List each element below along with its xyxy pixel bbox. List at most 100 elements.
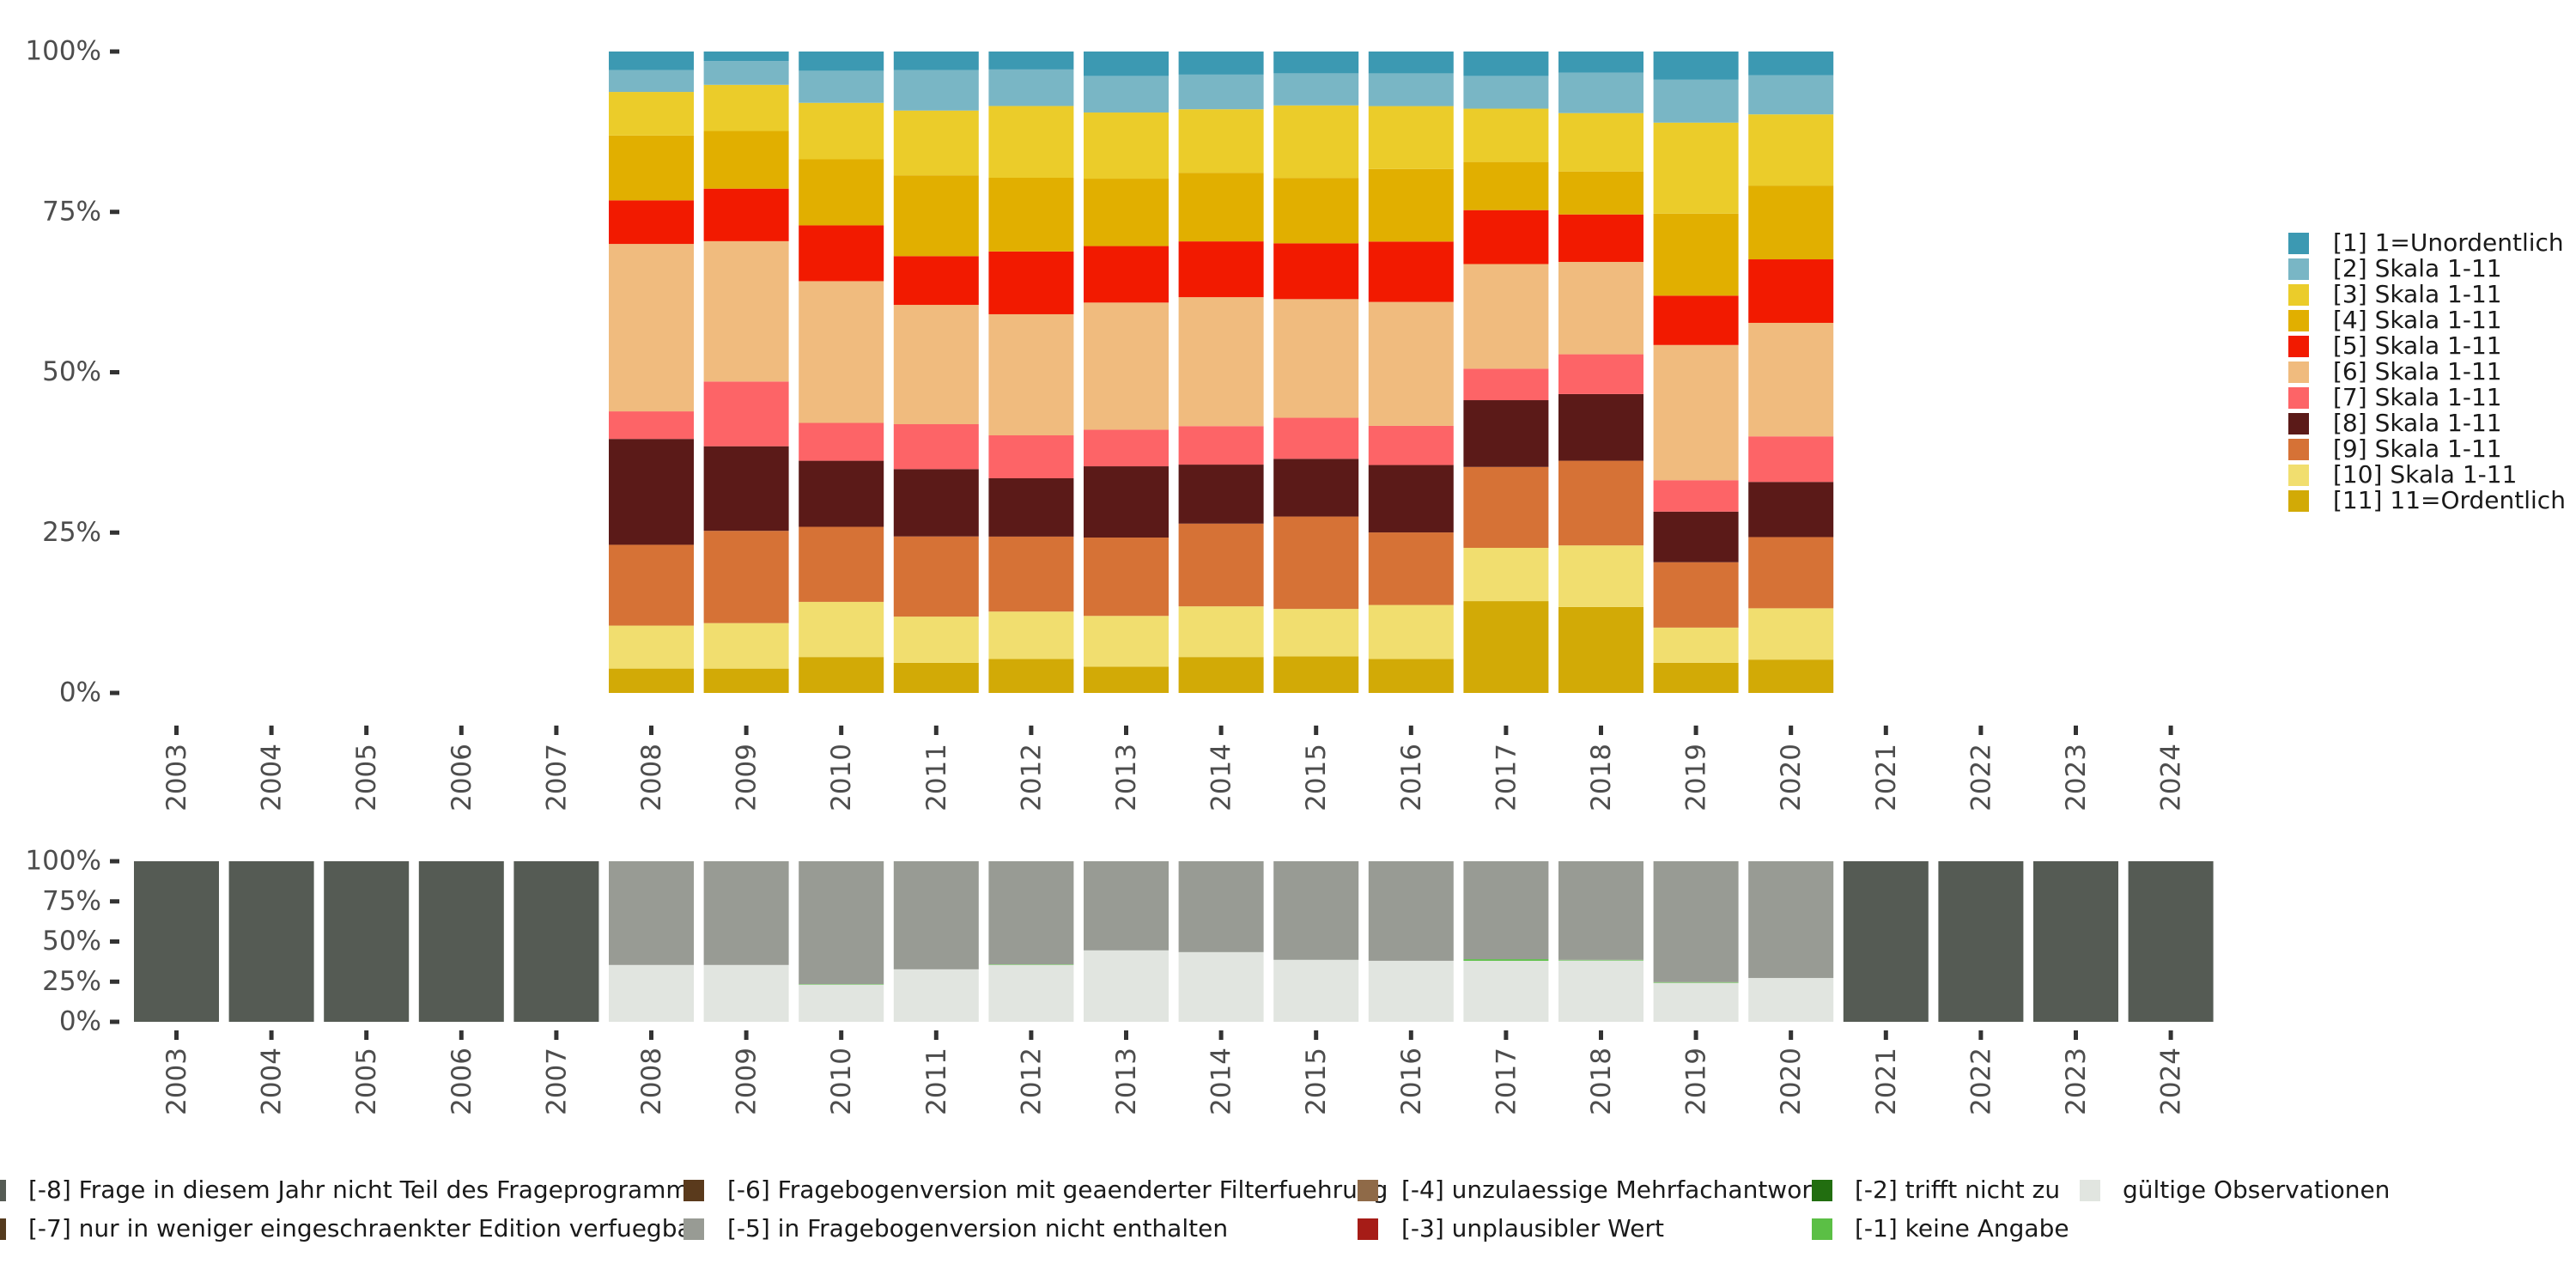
legend-item: [6] Skala 1-11 xyxy=(2288,357,2502,386)
bar-segment xyxy=(799,102,884,160)
bar-segment xyxy=(609,668,694,693)
y-tick-label: 25% xyxy=(42,517,101,548)
bar-segment xyxy=(799,984,884,985)
bar-segment xyxy=(988,964,1074,1022)
bar-segment xyxy=(1463,368,1549,401)
bar-segment xyxy=(1178,74,1264,110)
bar-segment xyxy=(1084,616,1169,667)
legend-swatch xyxy=(2288,310,2309,331)
bar-segment xyxy=(988,251,1074,314)
x-tick-label: 2020 xyxy=(1776,1048,1807,1115)
bar-segment xyxy=(1653,562,1739,628)
x-tick-label: 2007 xyxy=(541,744,572,811)
bar-segment xyxy=(1463,466,1549,549)
legend-swatch xyxy=(2288,465,2309,486)
bar-segment xyxy=(1653,480,1739,512)
legend-item: [-5] in Fragebogenversion nicht enthalte… xyxy=(683,1214,1228,1242)
bar-segment xyxy=(893,175,979,257)
legend-swatch xyxy=(1812,1180,1832,1201)
bar-segment xyxy=(703,61,789,85)
bar-segment xyxy=(1748,482,1834,538)
bar-segment xyxy=(1368,425,1454,465)
legend-swatch xyxy=(683,1218,704,1240)
bar-segment xyxy=(1558,354,1643,394)
legend-item: [2] Skala 1-11 xyxy=(2288,254,2502,283)
bar-segment xyxy=(1748,608,1834,660)
bar-segment xyxy=(1368,73,1454,106)
legend-label: [-3] unplausibler Wert xyxy=(1401,1214,1664,1242)
legend-item: gültige Observationen xyxy=(2080,1176,2390,1204)
bar-segment xyxy=(1463,601,1549,693)
bar-segment xyxy=(893,256,979,306)
legend-item: [-7] nur in weniger eingeschraenkter Edi… xyxy=(0,1214,702,1242)
bar-segment xyxy=(1748,322,1834,437)
legend-item: [-6] Fragebogenversion mit geaenderter F… xyxy=(683,1176,1388,1204)
bar-segment xyxy=(1558,262,1643,355)
bar-segment xyxy=(1558,460,1643,546)
legend-label: [6] Skala 1-11 xyxy=(2333,357,2502,386)
legend-swatch xyxy=(2080,1180,2100,1201)
bar-segment xyxy=(1368,532,1454,605)
bar-segment xyxy=(1368,960,1454,1022)
x-tick-label: 2010 xyxy=(826,744,857,811)
bar-segment xyxy=(1558,171,1643,215)
bar-segment xyxy=(1084,861,1169,951)
bar-segment xyxy=(799,225,884,282)
x-tick-label: 2024 xyxy=(2156,1048,2187,1115)
legend-label: [9] Skala 1-11 xyxy=(2333,434,2502,463)
bar-segment xyxy=(1368,861,1454,961)
bar-segment xyxy=(1558,112,1643,172)
bar-segment xyxy=(893,469,979,537)
y-tick-label: 50% xyxy=(42,356,101,387)
bar-segment xyxy=(1748,537,1834,609)
bar-segment xyxy=(609,544,694,626)
x-tick-label: 2015 xyxy=(1301,744,1332,811)
bar-segment xyxy=(893,662,979,693)
bar-segment xyxy=(703,52,789,62)
bar-segment xyxy=(324,861,410,1022)
bar-segment xyxy=(609,52,694,70)
legend-label: [1] 1=Unordentlich xyxy=(2333,228,2564,257)
legend-swatch xyxy=(1812,1218,1832,1240)
legend-item: [8] Skala 1-11 xyxy=(2288,409,2502,437)
bar-segment xyxy=(1178,52,1264,75)
bar-segment xyxy=(609,411,694,440)
bar-segment xyxy=(1463,960,1549,1022)
bar-segment xyxy=(799,526,884,602)
bar-segment xyxy=(988,659,1074,693)
x-tick-label: 2023 xyxy=(2061,1048,2092,1115)
y-tick-label: 0% xyxy=(59,677,101,708)
legend-item: [4] Skala 1-11 xyxy=(2288,306,2502,334)
legend-label: [-1] keine Angabe xyxy=(1855,1214,2069,1242)
bar-segment xyxy=(799,601,884,658)
bar-segment xyxy=(1178,297,1264,427)
bar-segment xyxy=(703,188,789,241)
x-tick-label: 2013 xyxy=(1111,1048,1142,1115)
bottom-plot: 0% 25% 50% 75% 100% 2003 2004 2005 2006 2007 2008 2… xyxy=(25,846,2214,1115)
legend-swatch xyxy=(2288,233,2309,254)
x-tick-label: 2019 xyxy=(1681,1048,1712,1115)
legend-item: [-1] keine Angabe xyxy=(1812,1214,2069,1242)
x-tick-label: 2008 xyxy=(636,744,667,811)
bar-segment xyxy=(893,70,979,111)
bar-segment xyxy=(703,668,789,693)
legend-swatch xyxy=(2288,387,2309,409)
bar-segment xyxy=(988,478,1074,537)
bar-segment xyxy=(1748,861,1834,978)
legend-label: [-8] Frage in diesem Jahr nicht Teil des… xyxy=(28,1176,702,1204)
x-tick-label: 2003 xyxy=(161,1048,192,1115)
bar-segment xyxy=(1558,960,1643,1022)
x-tick-label: 2022 xyxy=(1965,744,1996,811)
bar-segment xyxy=(1178,241,1264,298)
bar-segment xyxy=(893,969,979,1022)
bar-segment xyxy=(703,623,789,669)
legend-swatch xyxy=(2288,439,2309,460)
bar-segment xyxy=(703,131,789,189)
bar-segment xyxy=(799,281,884,423)
bar-segment xyxy=(1368,241,1454,302)
bar-segment xyxy=(1463,52,1549,76)
legend-item: [-2] trifft nicht zu xyxy=(1812,1176,2060,1204)
legend-swatch xyxy=(2288,258,2309,280)
legend-label: [10] Skala 1-11 xyxy=(2333,460,2517,489)
bar-segment xyxy=(799,657,884,693)
